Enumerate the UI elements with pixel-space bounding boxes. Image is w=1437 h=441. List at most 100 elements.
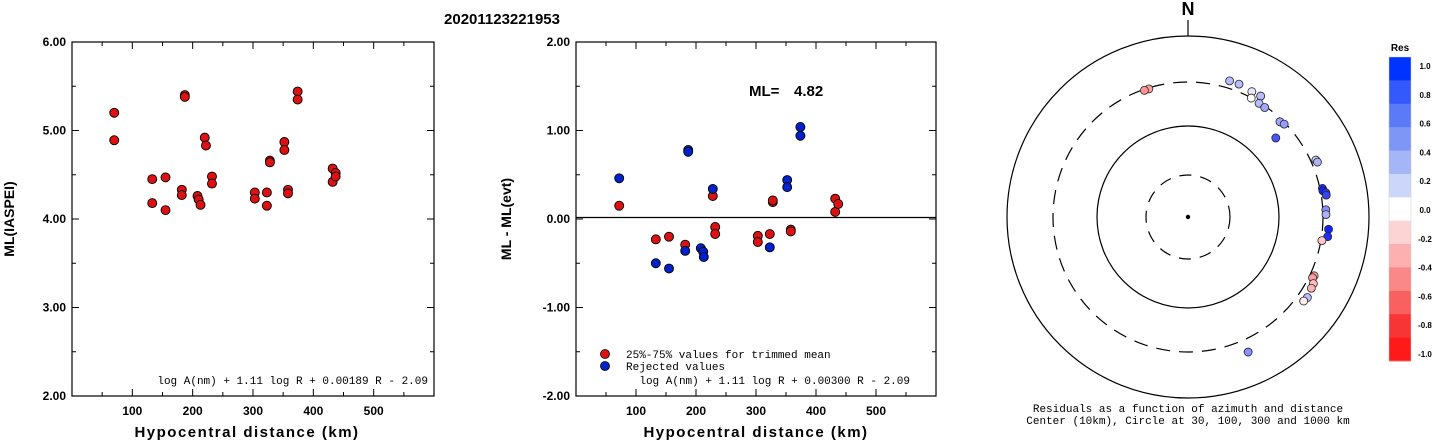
data-point [833,199,844,209]
panel2-x-axis-label: Hypocentral distance (km) [643,424,868,441]
panel1-points [109,86,341,216]
data-point [680,245,691,256]
north-label: N [1182,0,1195,19]
polar-point [1306,283,1316,293]
polar-point [1321,190,1331,200]
colorbar-tick-label: 0.4 [1419,148,1431,157]
colorbar-tick-label: -0.2 [1418,235,1432,244]
colorbar-swatch [1389,267,1411,292]
data-point [147,198,158,209]
data-point [614,200,625,211]
y-tick-label: -1.00 [543,301,571,315]
panel2-ticks: 100 200 300 400 500 -2.00 -1.00 0.00 1.00 2.00 [543,35,936,418]
x-tick-label: 400 [806,404,826,418]
colorbar-swatch [1389,220,1411,245]
colorbar-tick-label: -0.6 [1418,292,1432,301]
polar-point [1321,210,1331,219]
panel1-ticks: 100 200 300 400 500 2.00 3.00 4.00 5.00 6.00 [43,35,434,418]
data-point [249,193,260,204]
panel1-y-axis-label: ML(IASPEI) [1,181,17,256]
data-point [683,146,694,157]
y-tick-label: 2.00 [43,389,67,403]
data-point [710,229,721,239]
epicenter-dot [1185,214,1191,220]
y-tick-label: 3.00 [43,301,67,315]
data-point [650,234,661,245]
x-tick-label: 500 [866,404,886,418]
colorbar-tick-label: -0.8 [1418,321,1432,330]
circle-30km [1145,174,1231,260]
panel1-formula: log A(nm) + 1.11 log R + 0.00189 R - 2.0… [157,376,428,388]
colorbar-tick-label: 0.6 [1419,120,1431,129]
colorbar-swatch [1389,197,1411,222]
data-point [795,130,806,141]
colorbar-swatch [1389,314,1411,339]
colorbar-swatch [1389,80,1411,105]
panel2-points [614,122,844,274]
polar-point [1279,119,1289,129]
data-point [279,145,290,155]
legend-label-trimmed: 25%-75% values for trimmed mean [626,350,831,362]
data-point [785,226,796,237]
x-tick-label: 100 [122,404,142,418]
polar-caption-line2: Center (10km), Circle at 30, 100, 300 an… [1026,416,1350,428]
data-point [264,157,275,168]
data-point [160,205,171,216]
azimuth-residual-panel: N Residuals as a function of azimuth and… [1006,0,1432,428]
y-tick-label: 0.00 [547,212,571,226]
x-tick-label: 300 [746,404,766,418]
polar-point [1139,85,1149,95]
y-tick-label: 4.00 [43,212,67,226]
colorbar-tick-label: -0.4 [1418,264,1432,273]
colorbar-swatch [1389,337,1411,362]
data-point [179,91,190,102]
y-tick-label: 1.00 [547,124,571,138]
colorbar-swatch [1389,127,1411,152]
polar-point [1299,296,1309,306]
polar-point [1256,91,1266,101]
polar-point [1317,236,1327,246]
colorbar-tick-label: 0.0 [1419,206,1431,215]
data-point [207,178,217,189]
residual-distance-panel: ML - ML(evt) Hypocentral distance (km) M… [498,35,937,441]
polar-point [1313,157,1322,167]
data-point [614,173,625,184]
polar-point [1271,133,1281,143]
y-tick-label: 6.00 [43,35,67,49]
colorbar-tick-label: -1.0 [1418,350,1432,359]
y-tick-label: 2.00 [547,35,571,49]
colorbar-swatch [1389,173,1411,198]
x-tick-label: 500 [364,404,384,418]
data-point [782,182,793,193]
polar-point [1324,224,1333,234]
data-point [664,263,674,274]
colorbar-swatch [1389,150,1411,175]
data-point [698,252,709,263]
circle-1000km [1006,35,1370,399]
data-point [176,190,187,201]
colorbar-tick-label: 0.8 [1419,91,1431,100]
legend-marker-trimmed [600,349,610,359]
data-point [283,188,293,199]
colorbar-swatch [1389,244,1411,268]
data-point [292,94,303,105]
panel1-frame [71,41,435,397]
data-point [707,183,718,194]
x-tick-label: 400 [303,404,323,418]
colorbar-swatch [1389,103,1411,128]
data-point [261,187,272,198]
x-tick-label: 200 [183,404,203,418]
circle-100km [1096,125,1280,309]
polar-caption-line1: Residuals as a function of azimuth and d… [1033,404,1343,416]
panel2-formula: log A(nm) + 1.11 log R + 0.00300 R - 2.0… [639,376,910,388]
data-point [109,135,120,146]
legend-marker-rejected [600,361,610,371]
y-tick-label: -2.00 [543,389,571,403]
data-point [147,174,158,185]
colorbar-tick-label: 1.0 [1419,62,1431,71]
y-tick-label: 5.00 [43,124,67,138]
polar-point [1246,93,1256,103]
data-point [767,195,778,206]
x-tick-label: 100 [626,404,646,418]
